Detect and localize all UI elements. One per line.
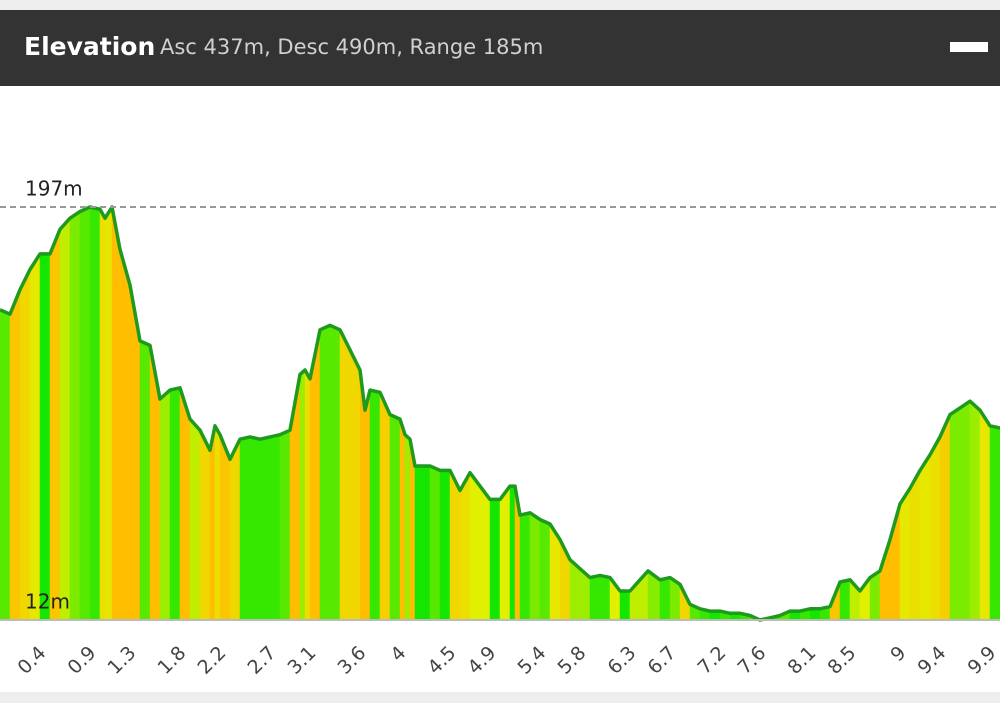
slope-stripe bbox=[9, 289, 21, 621]
slope-stripe bbox=[104, 206, 113, 621]
slope-stripe bbox=[959, 400, 971, 621]
slope-stripe bbox=[329, 324, 341, 621]
bottom-bar bbox=[0, 692, 1000, 703]
slope-stripe bbox=[179, 387, 191, 621]
slope-stripe bbox=[389, 414, 401, 621]
slope-stripe bbox=[989, 425, 1000, 621]
slope-stripe bbox=[229, 439, 241, 621]
slope-stripe bbox=[349, 349, 361, 621]
slope-stripe bbox=[979, 409, 991, 621]
slope-stripe bbox=[969, 400, 981, 621]
slope-stripe bbox=[459, 471, 471, 621]
y-tick-label: 12m bbox=[25, 590, 70, 614]
slope-stripe bbox=[19, 269, 31, 621]
slope-stripe bbox=[949, 407, 961, 621]
slope-stripe bbox=[29, 253, 41, 621]
slope-stripe bbox=[339, 329, 351, 621]
slope-stripe bbox=[379, 392, 391, 621]
slope-stripe bbox=[239, 436, 251, 621]
collapse-button[interactable] bbox=[950, 42, 988, 52]
y-tick-label: 197m bbox=[25, 177, 83, 201]
slope-stripe bbox=[939, 414, 951, 621]
slope-stripe bbox=[839, 579, 851, 621]
slope-stripe bbox=[79, 206, 91, 621]
chart-title: Elevation bbox=[24, 32, 155, 61]
slope-stripe bbox=[509, 485, 516, 621]
slope-stripe bbox=[119, 249, 131, 621]
slope-stripe bbox=[489, 499, 501, 621]
slope-stripe bbox=[899, 487, 911, 621]
elevation-line bbox=[0, 205, 1000, 622]
slope-stripe bbox=[189, 418, 201, 621]
slope-stripe bbox=[219, 434, 231, 621]
slope-stripe bbox=[469, 471, 481, 621]
slope-stripe bbox=[304, 369, 311, 621]
slope-stripe bbox=[499, 485, 511, 621]
slope-stripe bbox=[249, 436, 261, 621]
slope-stripe bbox=[619, 590, 631, 621]
slope-stripe bbox=[919, 453, 931, 621]
slope-stripe bbox=[399, 419, 406, 621]
slope-stripe bbox=[929, 435, 941, 621]
slope-stripe bbox=[404, 434, 411, 621]
slope-stripe bbox=[0, 309, 11, 621]
slope-stripe bbox=[89, 206, 101, 621]
slope-stripe bbox=[199, 430, 211, 621]
slope-stripe bbox=[139, 340, 151, 621]
slope-stripe bbox=[429, 465, 441, 621]
slope-stripe bbox=[279, 429, 291, 621]
slope-stripe bbox=[159, 389, 171, 621]
slope-stripe bbox=[529, 512, 541, 621]
slope-stripe bbox=[414, 465, 431, 621]
slope-stripe bbox=[439, 470, 451, 621]
slope-stripe bbox=[269, 434, 281, 621]
slope-stripe bbox=[909, 469, 921, 621]
slope-stripe bbox=[49, 229, 61, 621]
slope-stripe bbox=[599, 575, 611, 621]
slope-stripe bbox=[364, 389, 371, 621]
slope-stripe bbox=[659, 577, 671, 621]
slope-stripe bbox=[519, 512, 531, 621]
slope-stripe bbox=[299, 369, 306, 621]
slope-stripe bbox=[369, 389, 381, 621]
slope-stripe bbox=[449, 470, 461, 621]
slope-stripe bbox=[479, 485, 491, 621]
slope-stripe bbox=[59, 217, 71, 621]
slope-stripe bbox=[111, 206, 121, 621]
chart-subtitle: Asc 437m, Desc 490m, Range 185m bbox=[160, 35, 543, 59]
slope-stripe bbox=[589, 575, 601, 621]
slope-stripe bbox=[319, 324, 331, 621]
slope-stripe bbox=[69, 210, 81, 621]
slope-stripe bbox=[169, 387, 181, 621]
slope-stripe bbox=[539, 519, 551, 621]
slope-stripe bbox=[214, 424, 221, 621]
slope-stripe bbox=[99, 208, 106, 621]
header-bar bbox=[0, 10, 1000, 86]
slope-stripe bbox=[39, 253, 51, 621]
slope-stripe bbox=[259, 436, 271, 621]
slope-stripe bbox=[209, 425, 216, 621]
